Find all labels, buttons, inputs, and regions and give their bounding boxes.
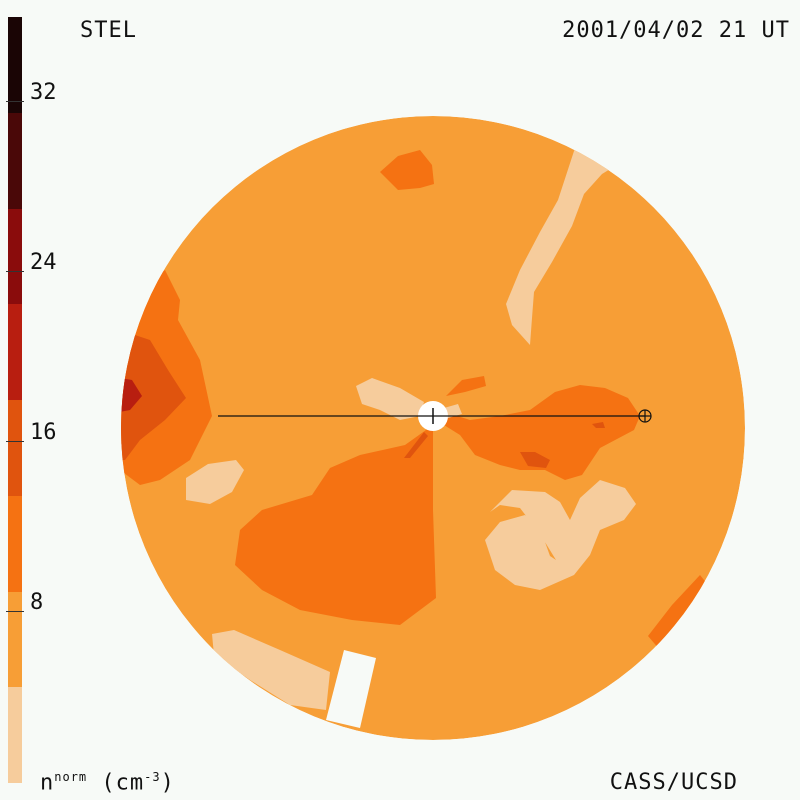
earth-icon bbox=[638, 409, 652, 423]
colorbar-band bbox=[8, 112, 22, 209]
disk-notch bbox=[326, 650, 376, 728]
contour-light bbox=[485, 480, 636, 590]
contour-dark bbox=[404, 432, 428, 458]
colorbar-band bbox=[8, 208, 22, 305]
colorbar-tick-mark bbox=[6, 611, 24, 612]
timestamp-label: 2001/04/02 21 UT bbox=[562, 18, 790, 43]
credit-label: CASS/UCSD bbox=[609, 770, 738, 795]
unit-rest: (cm bbox=[87, 770, 145, 796]
colorbar-tick-mark bbox=[6, 101, 24, 102]
colorbar-tick-label: 8 bbox=[30, 590, 44, 615]
contour-light bbox=[212, 630, 330, 710]
colorbar bbox=[8, 17, 22, 783]
unit-end: ) bbox=[160, 770, 175, 796]
colorbar-band bbox=[8, 495, 22, 592]
colorbar-tick-mark bbox=[6, 271, 24, 272]
contour-dark bbox=[121, 378, 142, 412]
colorbar-tick-label: 16 bbox=[30, 420, 57, 445]
colorbar-band bbox=[8, 591, 22, 688]
contour-darker bbox=[592, 422, 605, 428]
unit-exp: -3 bbox=[144, 770, 161, 784]
contour-darker bbox=[520, 452, 550, 468]
unit-sup: norm bbox=[54, 770, 88, 784]
colorbar-band bbox=[8, 304, 22, 400]
colorbar-tick-label: 32 bbox=[30, 80, 57, 105]
contour-mid bbox=[648, 575, 712, 650]
unit-main: n bbox=[40, 770, 55, 796]
contour-light bbox=[356, 378, 424, 420]
colorbar-band bbox=[8, 17, 22, 113]
instrument-label: STEL bbox=[80, 18, 137, 43]
contour-mid bbox=[380, 150, 434, 190]
colorbar-band bbox=[8, 400, 22, 496]
contour-mid bbox=[235, 425, 436, 625]
colorbar-tick-mark bbox=[6, 441, 24, 442]
colorbar-tick-label: 24 bbox=[30, 250, 57, 275]
contour-darker bbox=[121, 330, 186, 460]
unit-label: nnorm (cm-3) bbox=[40, 770, 175, 795]
contour-light bbox=[444, 404, 462, 418]
contour-mid bbox=[436, 385, 640, 480]
contour-mid bbox=[446, 376, 486, 396]
colorbar-band bbox=[8, 687, 22, 783]
contour-light bbox=[186, 460, 244, 504]
